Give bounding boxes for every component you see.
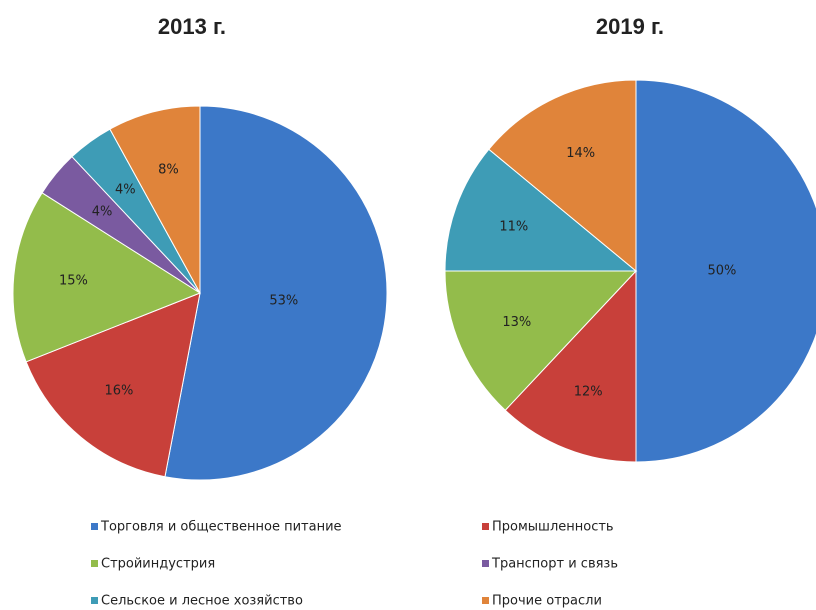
data-label: 13% bbox=[502, 315, 531, 330]
pie-slice bbox=[12, 192, 202, 363]
data-label: 8% bbox=[158, 162, 179, 177]
pie-slice bbox=[164, 105, 388, 481]
data-label: 4% bbox=[115, 183, 136, 198]
data-label: 12% bbox=[574, 384, 603, 399]
legend-label: Промышленность bbox=[492, 520, 614, 535]
data-label: 53% bbox=[269, 293, 298, 308]
legend-swatch bbox=[482, 597, 489, 604]
data-label: 14% bbox=[566, 146, 595, 161]
legend-label: Прочие отрасли bbox=[492, 594, 602, 609]
pie-slice bbox=[444, 148, 638, 272]
data-label: 11% bbox=[499, 220, 528, 235]
pie-slice bbox=[444, 270, 638, 411]
data-label: 15% bbox=[59, 274, 88, 289]
legend-label: Торговля и общественное питание bbox=[100, 520, 342, 535]
legend-swatch bbox=[91, 597, 98, 604]
pie-slice bbox=[488, 79, 637, 273]
pie-slice bbox=[109, 105, 201, 294]
chart-title: 2019 г. bbox=[596, 14, 664, 39]
pie-slice bbox=[504, 269, 637, 463]
pie-slice bbox=[635, 79, 816, 463]
chart-title: 2013 г. bbox=[158, 14, 226, 39]
pie-slice bbox=[25, 292, 201, 478]
legend-swatch bbox=[91, 523, 98, 530]
legend-swatch bbox=[91, 560, 98, 567]
legend-label: Сельское и лесное хозяйство bbox=[101, 594, 303, 609]
legend-swatch bbox=[482, 523, 489, 530]
legend-label: Транспорт и связь bbox=[491, 557, 618, 572]
data-label: 4% bbox=[92, 204, 113, 219]
legend-swatch bbox=[482, 560, 489, 567]
data-label: 16% bbox=[104, 383, 133, 398]
legend-label: Стройиндустрия bbox=[101, 557, 215, 572]
data-label: 50% bbox=[707, 264, 736, 279]
